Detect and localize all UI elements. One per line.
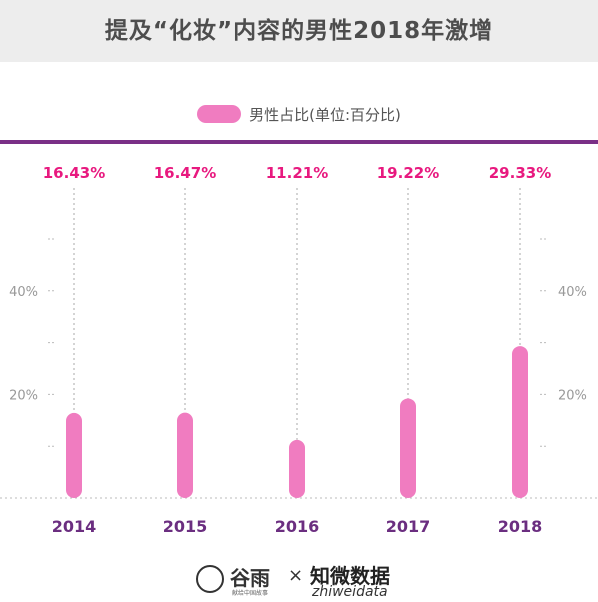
bar <box>66 412 82 498</box>
y-tick-label-left: 20% <box>9 388 38 403</box>
value-label: 29.33% <box>489 164 551 182</box>
value-label: 16.47% <box>154 164 216 182</box>
x-tick-label: 2015 <box>163 517 208 536</box>
legend-swatch <box>197 105 242 123</box>
value-label: 11.21% <box>266 164 328 182</box>
x-tick-label: 2016 <box>275 517 320 536</box>
x-tick-label: 2017 <box>386 517 431 536</box>
brand-zhiwei: 知微数据 <box>310 564 390 588</box>
chart-title: 提及“化妆”内容的男性2018年激增 <box>104 18 494 44</box>
value-label: 19.22% <box>377 164 439 182</box>
y-tick-label-right: 40% <box>558 285 587 300</box>
y-tick-label-left: 40% <box>9 285 38 300</box>
bar <box>400 398 416 498</box>
value-label: 16.43% <box>43 164 105 182</box>
collab-separator: × <box>288 565 304 586</box>
x-tick-label: 2018 <box>498 517 543 536</box>
y-tick-label-right: 20% <box>558 388 587 403</box>
brand-zhiwei-latin: zhiweidata <box>312 584 388 600</box>
brand-guyu-tagline: 献给中国故事 <box>232 590 269 597</box>
bar-chart: 20% 20% 40% 40% 16.43% 2014 16.47% 2015 11.21% 20… <box>0 164 598 536</box>
legend-label: 男性占比(单位:百分比) <box>249 105 401 124</box>
divider-line <box>0 140 598 144</box>
bar <box>177 412 193 498</box>
title-bar <box>0 0 598 62</box>
brand-guyu: 谷雨 <box>230 566 270 590</box>
bar <box>512 346 528 498</box>
x-tick-label: 2014 <box>52 517 97 536</box>
guyu-logo-icon <box>196 565 224 593</box>
legend: 男性占比(单位:百分比) <box>0 102 598 126</box>
bar <box>289 439 305 498</box>
